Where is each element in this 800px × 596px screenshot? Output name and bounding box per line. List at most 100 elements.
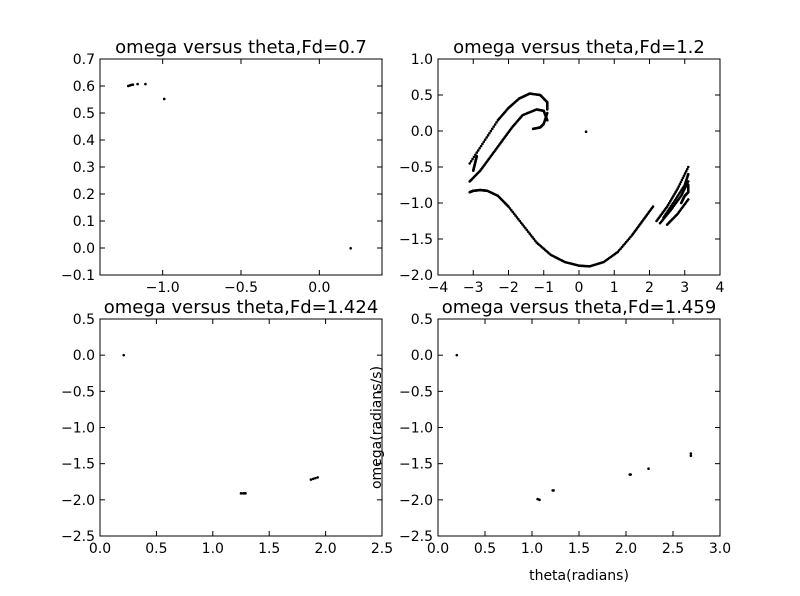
data-point xyxy=(686,180,690,183)
y-tick-label: 0.1 xyxy=(73,214,95,230)
y-tick-label: −2.0 xyxy=(399,268,433,284)
data-point xyxy=(455,353,459,357)
x-tick-label: 1 xyxy=(610,280,619,296)
y-tick-label: −0.5 xyxy=(399,160,433,176)
data-point xyxy=(314,476,317,480)
x-tick-label: −0.5 xyxy=(224,280,258,296)
x-tick-label: 1.0 xyxy=(521,541,543,557)
chart-title: omega versus theta,Fd=0.7 xyxy=(115,37,367,58)
y-tick-label: 0.6 xyxy=(73,79,95,95)
data-point xyxy=(529,234,533,237)
y-tick-label: −1.5 xyxy=(399,232,433,248)
data-point xyxy=(686,165,690,169)
x-tick-label: −1.0 xyxy=(146,280,180,296)
data-point xyxy=(545,108,549,111)
y-tick-label: −1.0 xyxy=(399,421,433,437)
axes-frame xyxy=(437,318,721,537)
data-point xyxy=(531,235,534,239)
axes-frame xyxy=(99,318,383,537)
data-point xyxy=(492,125,495,128)
x-tick-label: 0 xyxy=(575,280,584,296)
series-1 xyxy=(122,353,320,495)
data-point xyxy=(479,144,483,148)
data-point xyxy=(678,182,682,186)
data-point xyxy=(517,217,520,221)
x-tick-label: 0.0 xyxy=(89,541,111,557)
y-tick-label: 0.2 xyxy=(73,187,95,203)
data-point xyxy=(514,214,517,217)
axes-4: omega versus theta,Fd=1.459 0.0 0.5 1.0 1.5 2… xyxy=(369,297,731,584)
data-point xyxy=(532,237,536,241)
data-point xyxy=(522,225,526,228)
data-point xyxy=(495,121,498,124)
y-tick-label: 0.5 xyxy=(411,88,433,104)
data-point xyxy=(239,492,243,495)
data-point xyxy=(475,151,479,154)
chart-title: omega versus theta,Fd=1.2 xyxy=(453,37,705,58)
data-point xyxy=(686,183,690,187)
data-point xyxy=(526,230,530,234)
data-point xyxy=(482,140,486,144)
y-tick-label: 0.0 xyxy=(411,124,433,140)
data-point xyxy=(689,454,693,458)
data-point xyxy=(349,246,352,250)
y-tick-label: −0.5 xyxy=(399,384,433,400)
data-point xyxy=(651,205,655,208)
data-point xyxy=(493,123,497,126)
data-point xyxy=(518,219,522,223)
data-point xyxy=(476,149,480,152)
series-1 xyxy=(468,92,690,268)
x-tick-label: 1.5 xyxy=(568,541,590,557)
data-point xyxy=(681,176,685,180)
y-tick-label: 0.5 xyxy=(411,312,433,328)
x-tick-label: 0.5 xyxy=(145,541,167,557)
data-point xyxy=(507,205,510,208)
data-point xyxy=(475,154,479,158)
data-point xyxy=(679,180,683,184)
y-tick-label: 0.5 xyxy=(73,312,95,328)
data-point xyxy=(478,146,481,150)
data-point xyxy=(676,187,679,190)
data-point xyxy=(483,138,487,141)
y-tick-label: −1.0 xyxy=(61,421,95,437)
data-point xyxy=(144,82,147,86)
data-point xyxy=(468,162,472,165)
data-point xyxy=(533,239,537,243)
y-tick-label: −2.0 xyxy=(61,493,95,509)
data-point xyxy=(489,129,493,133)
y-axis-label: omega(radians/s) xyxy=(369,366,385,489)
y-tick-label: 1.0 xyxy=(411,52,433,68)
data-point xyxy=(519,221,523,225)
x-tick-label: 1.5 xyxy=(258,541,280,557)
data-point xyxy=(521,223,524,226)
data-point xyxy=(584,130,588,134)
y-tick-label: −2.5 xyxy=(399,529,433,545)
data-point xyxy=(689,452,693,455)
data-point xyxy=(162,97,166,101)
data-point xyxy=(508,207,512,210)
data-point xyxy=(472,155,476,159)
data-point xyxy=(316,476,320,479)
x-tick-label: 3 xyxy=(680,280,689,296)
data-point xyxy=(538,498,541,502)
x-tick-label: 4 xyxy=(716,280,725,296)
data-point xyxy=(469,159,473,163)
data-point xyxy=(684,170,688,173)
series-1 xyxy=(455,353,693,502)
x-tick-label: −1 xyxy=(533,280,554,296)
data-point xyxy=(685,167,689,171)
data-point xyxy=(512,212,516,216)
y-tick-label: 0.0 xyxy=(73,348,95,364)
data-point xyxy=(488,131,491,135)
data-point xyxy=(481,142,484,146)
axes-2: omega versus theta,Fd=1.2 −4 −3 −2 −1 0 1 2 3 4 −2… xyxy=(399,37,725,296)
y-tick-label: 0.5 xyxy=(73,106,95,122)
x-tick-label: −3 xyxy=(463,280,484,296)
data-point xyxy=(244,492,247,495)
y-tick-label: 0.3 xyxy=(73,160,95,176)
data-point xyxy=(680,178,684,182)
data-point xyxy=(545,118,549,122)
data-point xyxy=(524,226,527,230)
data-point xyxy=(511,210,515,214)
